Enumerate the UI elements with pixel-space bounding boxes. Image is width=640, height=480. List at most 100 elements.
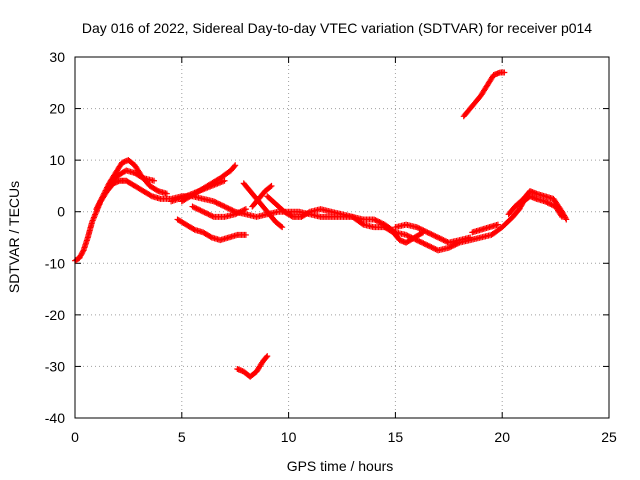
data-point [424,242,431,249]
data-point [375,218,382,225]
data-point [417,239,424,246]
data-point [433,233,440,240]
data-point [427,230,434,237]
y-tick-label: -20 [45,307,65,323]
data-point [403,231,410,238]
data-point [263,354,270,361]
data-point [209,213,216,220]
x-tick-label: 0 [71,429,79,445]
data-point [214,200,221,207]
x-tick-label: 10 [281,429,297,445]
data-point [305,209,312,216]
data-point [147,192,154,199]
data-point [233,210,240,217]
data-point [288,213,295,220]
data-point [163,190,170,197]
data-point [213,199,220,206]
data-point [435,234,442,241]
data-point [428,244,435,251]
data-point [205,211,212,218]
data-point [541,198,548,205]
data-point [221,177,228,184]
series-arc-cross-16 [392,221,474,246]
data-point [451,242,458,249]
data-point [547,200,554,207]
data-point [419,226,426,233]
series-arc-upper-peak [93,157,170,213]
chart-title: Day 016 of 2022, Sidereal Day-to-day VTE… [82,20,592,36]
series-layer [72,69,570,380]
series-arc-peak-b [106,167,158,189]
series-arc-dip-15 [381,224,427,246]
data-point [242,206,249,213]
data-point [548,201,555,208]
data-point [264,353,271,360]
data-point [154,187,161,194]
x-tick-label: 5 [178,429,186,445]
data-point [415,224,422,231]
series-arc-hump-21 [505,188,570,223]
x-axis-label: GPS time / hours [287,458,394,474]
data-point [222,204,229,211]
data-point [431,245,438,252]
series-arc-rise-6 [168,177,228,205]
data-point [419,239,426,246]
data-point [197,207,204,214]
data-point [79,248,86,255]
data-point [236,209,243,216]
series-arc-rise-19 [469,221,501,236]
data-point [238,208,245,215]
data-point [231,163,238,170]
data-point [194,206,201,213]
data-point [417,226,424,233]
data-point [224,204,231,211]
data-point [204,210,211,217]
data-point [445,244,452,251]
data-point [212,199,219,206]
data-point [206,211,213,218]
data-point [225,205,232,212]
data-point [279,224,286,231]
data-point [425,229,432,236]
data-point [421,240,428,247]
data-point [373,217,380,224]
x-tick-label: 20 [494,429,510,445]
data-point [501,69,508,76]
data-point [237,208,244,215]
data-point [494,221,501,228]
data-point [232,162,239,169]
series-arc-wave-10 [264,193,388,231]
data-point [151,177,158,184]
data-point [563,216,570,223]
data-point [441,237,448,244]
data-point [268,182,275,189]
data-point [429,244,436,251]
data-point [562,215,569,222]
data-point [372,217,379,224]
data-point [431,232,438,239]
series-arc-low-5 [174,216,249,244]
data-point [432,233,439,240]
series-arc-dip-7 [189,203,249,220]
data-point [241,206,248,213]
data-point [424,229,431,236]
y-axis-label: SDTVAR / TECUs [6,181,22,293]
data-point [436,235,443,242]
data-point [278,223,285,230]
data-point [429,231,436,238]
data-point [201,209,208,216]
data-point [544,199,551,206]
data-point [210,198,217,205]
data-point [428,231,435,238]
data-point [193,205,200,212]
data-point [267,183,274,190]
data-point [425,242,432,249]
data-point [207,233,214,240]
y-tick-label: 30 [49,49,65,65]
data-point [423,241,430,248]
data-point [190,226,197,233]
x-tick-label: 25 [601,429,617,445]
plot-frame [74,56,610,419]
data-point [467,234,474,241]
data-point [228,206,235,213]
